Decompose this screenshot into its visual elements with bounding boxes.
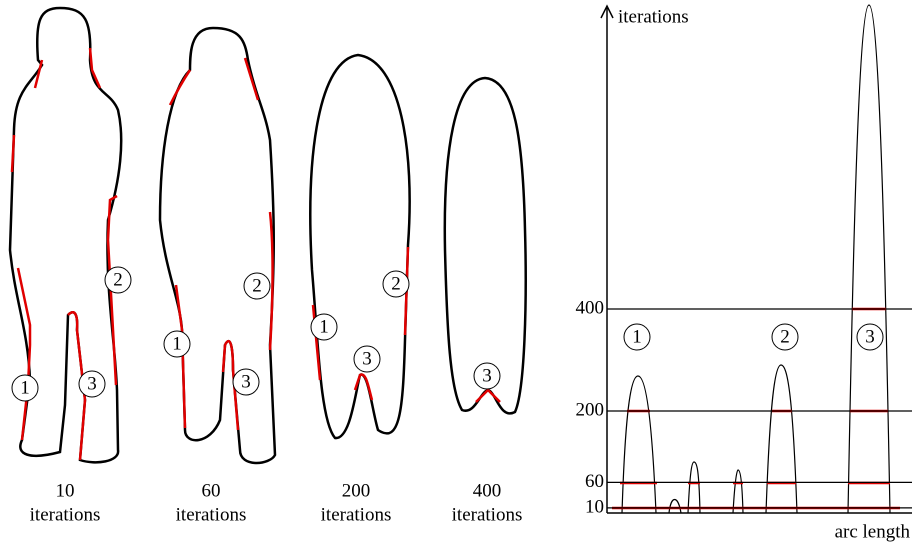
plot xyxy=(600,4,912,514)
marker-label: 1 xyxy=(172,333,182,354)
shape-unit: iterations xyxy=(176,504,247,525)
shape-count: 400 xyxy=(473,480,502,501)
marker-label: 1 xyxy=(319,316,329,337)
marker-ring xyxy=(473,362,501,390)
marker-ring xyxy=(623,323,651,351)
marker-ring xyxy=(78,370,106,398)
marker-ring xyxy=(104,266,132,294)
peak xyxy=(621,4,891,514)
y-tick-label: 200 xyxy=(576,399,605,420)
shape-count: 60 xyxy=(202,480,221,501)
marker-ring xyxy=(771,323,799,351)
marker-ring xyxy=(11,374,39,402)
axis-arrow xyxy=(600,4,614,19)
marker-label: 3 xyxy=(865,326,875,347)
marker-ring xyxy=(856,323,884,351)
marker-ring xyxy=(243,272,271,300)
marker-label: 1 xyxy=(20,377,30,398)
shape-unit: iterations xyxy=(30,504,101,525)
shape-unit: iterations xyxy=(321,504,392,525)
y-tick-label: 400 xyxy=(576,297,605,318)
red-segment xyxy=(168,57,274,431)
marker-label: 2 xyxy=(113,269,123,290)
shape-unit: iterations xyxy=(452,504,523,525)
shape-200 xyxy=(309,53,411,440)
x-axis-label: arc length xyxy=(835,521,911,542)
marker-ring xyxy=(232,368,260,396)
marker-label: 3 xyxy=(241,371,251,392)
shape-10 xyxy=(8,6,123,464)
marker-ring xyxy=(382,270,410,298)
marker-label: 2 xyxy=(252,275,262,296)
shape-400 xyxy=(443,76,527,415)
marker-label: 1 xyxy=(632,326,642,347)
marker-label: 3 xyxy=(362,348,372,369)
shape-count: 200 xyxy=(342,480,371,501)
marker-ring xyxy=(310,313,338,341)
silhouette xyxy=(309,53,411,440)
y-tick-label: 60 xyxy=(585,471,604,492)
marker-label: 3 xyxy=(482,365,492,386)
y-axis-label: iterations xyxy=(618,6,689,27)
shape-60 xyxy=(158,26,277,465)
marker-label: 2 xyxy=(391,273,401,294)
red-segment xyxy=(10,47,118,461)
shape-count: 10 xyxy=(56,480,75,501)
marker-ring xyxy=(353,345,381,373)
marker-label: 3 xyxy=(87,373,97,394)
marker-ring xyxy=(163,330,191,358)
marker-label: 2 xyxy=(780,326,790,347)
y-tick-label: 10 xyxy=(585,496,604,517)
red-segment xyxy=(475,388,501,403)
